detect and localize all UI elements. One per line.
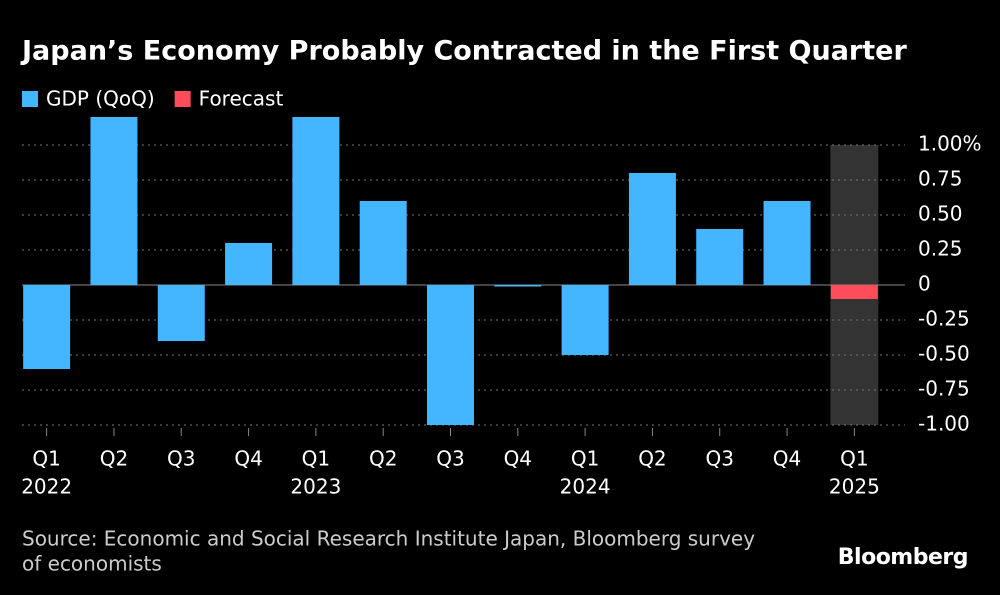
x-tick-label: Q1 (32, 447, 60, 471)
bar (830, 285, 878, 299)
x-tick-label: Q3 (167, 447, 195, 471)
bar (292, 117, 340, 285)
y-tick-label: -0.25 (918, 307, 970, 331)
source: of economists (22, 552, 162, 576)
y-tick-label: 0.75 (918, 167, 963, 191)
y-tick-label: -1.00 (918, 412, 970, 436)
bar (561, 285, 609, 355)
bar (157, 285, 205, 341)
x-group-label: 2025 (829, 475, 880, 499)
legend-swatch (22, 91, 38, 107)
legend-label: Forecast (199, 87, 284, 111)
chart-title: Japan’s Economy Probably Contracted in t… (20, 36, 907, 67)
x-tick-label: Q3 (436, 447, 464, 471)
x-group-label: 2022 (21, 475, 72, 499)
legend-swatch (174, 91, 191, 107)
x-group-label: 2024 (560, 475, 611, 499)
x-group-label: 2023 (290, 475, 341, 499)
bar (23, 285, 71, 369)
bar (427, 285, 474, 425)
x-tick-label: Q2 (369, 447, 397, 471)
brand: Bloomberg (838, 545, 968, 570)
x-tick-label: Q1 (840, 447, 868, 471)
legend-label: GDP (QoQ) (46, 87, 155, 111)
x-tick-label: Q1 (302, 447, 330, 471)
x-tick-label: Q3 (705, 447, 733, 471)
x-tick-label: Q4 (773, 447, 801, 471)
bar (763, 201, 811, 285)
bar (494, 285, 542, 287)
bar (359, 201, 407, 285)
x-tick-label: Q1 (571, 447, 599, 471)
bar (628, 173, 676, 285)
y-tick-label: 1.00% (918, 132, 982, 156)
x-tick-label: Q4 (234, 447, 262, 471)
x-tick-label: Q4 (504, 447, 532, 471)
y-tick-label: -0.75 (918, 377, 970, 401)
y-tick-label: 0 (918, 272, 931, 296)
bar (225, 243, 273, 285)
y-tick-label: -0.50 (918, 342, 970, 366)
source: Source: Economic and Social Research Ins… (22, 527, 755, 551)
x-tick-label: Q2 (638, 447, 666, 471)
y-tick-label: 0.50 (918, 202, 963, 226)
x-tick-label: Q2 (100, 447, 128, 471)
bar (90, 117, 138, 285)
bar (696, 229, 744, 285)
y-tick-label: 0.25 (918, 237, 963, 261)
